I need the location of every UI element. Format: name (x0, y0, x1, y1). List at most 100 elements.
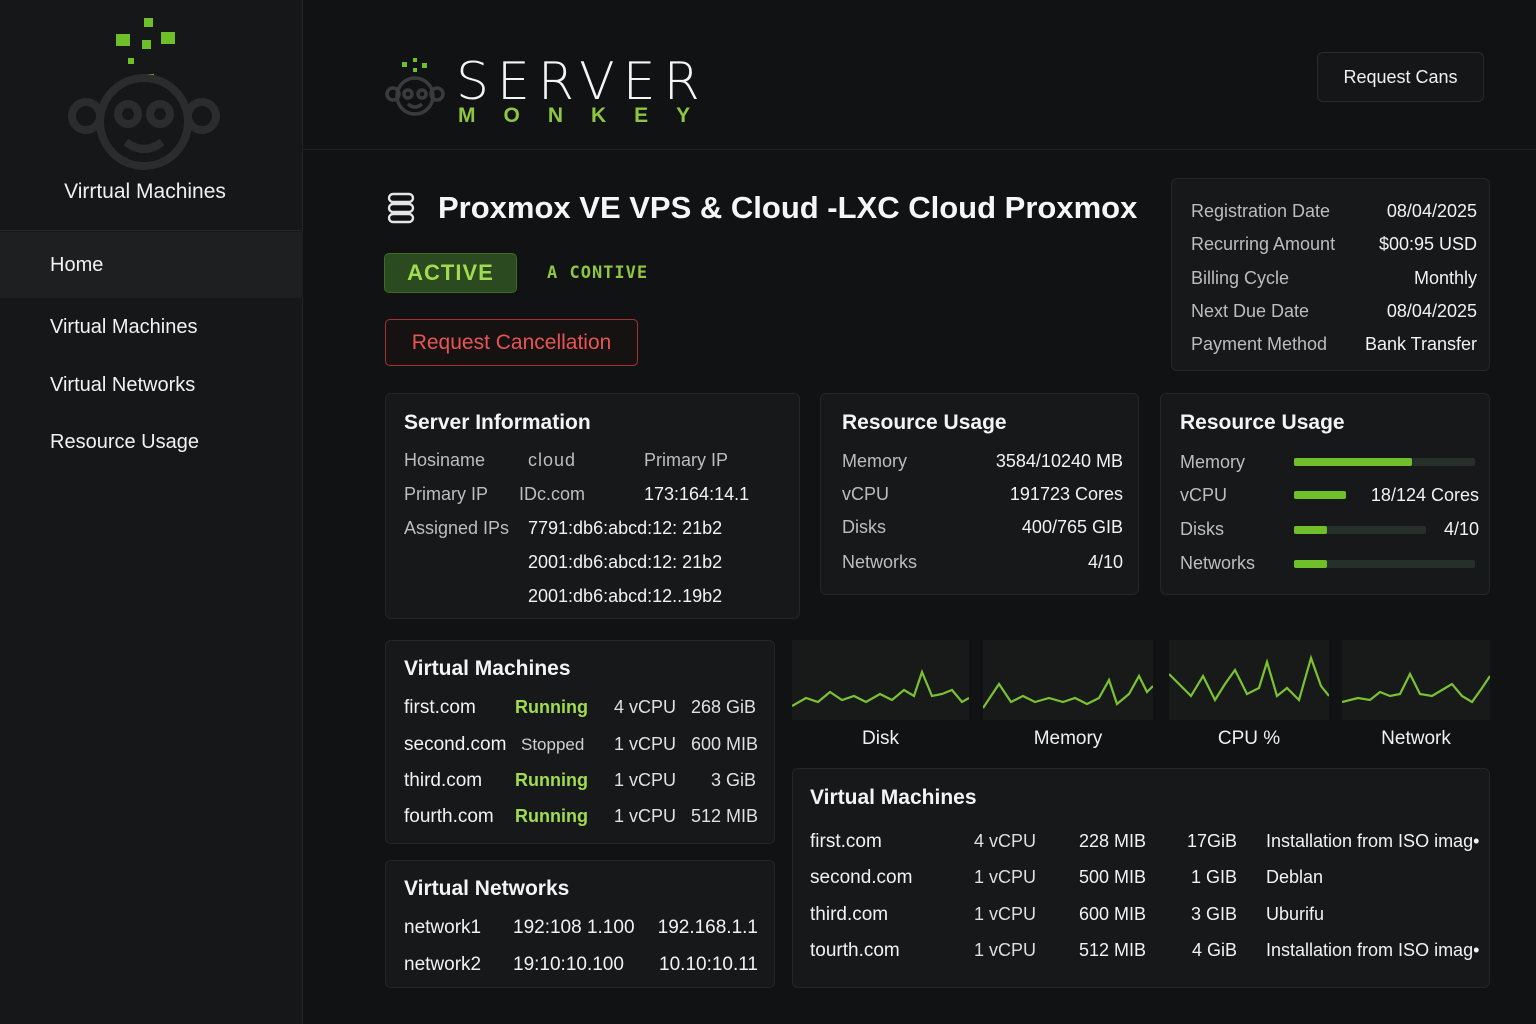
vm-name[interactable]: tourth.com (810, 940, 900, 961)
brand-name: SERVER (456, 52, 708, 112)
vm-disk: 1 GIB (1190, 867, 1237, 887)
assigned-ips-label: Assigned IPs (404, 518, 510, 538)
vm-name[interactable]: first.com (404, 697, 476, 718)
billing-value: 08/04/2025 (1386, 301, 1477, 321)
vm-memory: 600 MIB (1078, 904, 1146, 924)
resource-value: 400/765 GIB (1021, 517, 1123, 537)
resource-label: Disks (1180, 519, 1224, 539)
billing-value: 08/04/2025 (1386, 201, 1477, 221)
memory-usage-bar (1294, 458, 1475, 466)
network-chart-label: Network (1381, 728, 1451, 749)
vm-memory: 268 GiB (691, 697, 757, 717)
vm-name[interactable]: third.com (810, 904, 889, 925)
billing-value: Bank Transfer (1364, 334, 1477, 354)
server-information-card: Server Information Hosiname cloud Primar… (385, 393, 800, 619)
card-title: Server Information (404, 411, 591, 434)
disks-usage-bar (1294, 526, 1426, 534)
resource-label: Memory (1180, 452, 1246, 472)
primary-ip-header: Primary IP (644, 450, 729, 470)
request-cancellation-button[interactable]: Request Cancellation (385, 319, 638, 366)
virtual-machines-card: Virtual Machines first.com Running 4 vCP… (385, 640, 775, 844)
bar-fill (1294, 491, 1346, 499)
virtual-networks-card: Virtual Networks network1 192:108 1.100 … (385, 860, 775, 988)
vm-os: Deblan (1266, 867, 1324, 887)
sidebar-divider (0, 230, 303, 231)
database-icon (387, 192, 415, 224)
resource-value: 191723 Cores (1009, 484, 1123, 504)
network-name[interactable]: network1 (404, 917, 482, 938)
memory-chart-label: Memory (1033, 728, 1103, 749)
billing-value: Monthly (1413, 268, 1477, 288)
primary-ip-label: Primary IP (404, 484, 489, 504)
disk-sparkline (791, 640, 970, 720)
resource-usage-bars-card: Resource Usage Memory vCPU 18/124 Cores … (1160, 393, 1490, 595)
network-sparkline-chart (1341, 671, 1491, 704)
assigned-ip: 2001:db6:abcd:12: 21b2 (528, 552, 723, 572)
vm-name[interactable]: second.com (810, 867, 913, 888)
billing-label: Recurring Amount (1191, 234, 1336, 254)
resource-label: vCPU (1180, 485, 1228, 505)
vm-cpu: 1 vCPU (974, 940, 1037, 960)
sidebar-item-virtual-networks[interactable]: Virtual Networks (50, 373, 196, 396)
billing-panel: Registration Date 08/04/2025 Recurring A… (1171, 178, 1490, 371)
resource-label: Disks (842, 517, 886, 537)
resource-usage-card: Resource Usage Memory 3584/10240 MB vCPU… (820, 393, 1139, 595)
vm-memory: 500 MIB (1078, 867, 1146, 887)
card-title: Resource Usage (842, 411, 1007, 434)
resource-label: Networks (842, 552, 918, 572)
vm-disk: 3 GIB (1190, 904, 1237, 924)
sidebar: Virrtual Machines Home Virtual Machines … (0, 0, 303, 1024)
request-cancel-top-button[interactable]: Request Cans (1317, 52, 1484, 102)
billing-label: Billing Cycle (1191, 268, 1290, 288)
vm-name[interactable]: fourth.com (404, 806, 494, 827)
vm-status: Stopped (521, 735, 585, 754)
cpu-sparkline-chart (1168, 654, 1330, 703)
primary-ip-domain: IDc.com (519, 484, 586, 504)
vm-name[interactable]: second.com (404, 734, 507, 755)
monkey-logo-icon (68, 18, 220, 170)
network-ip: 19:10:10.100 (513, 954, 624, 975)
resource-value: 3584/10240 MB (995, 451, 1123, 471)
vm-cpu: 1 vCPU (614, 770, 677, 790)
vm-status: Running (515, 806, 588, 826)
hostname-label: Hosiname (404, 450, 486, 470)
card-title: Virtual Machines (810, 786, 977, 809)
billing-label: Payment Method (1191, 334, 1328, 354)
vm-os: Installation from ISO imag• (1266, 831, 1480, 851)
vm-memory: 512 MIB (691, 806, 759, 826)
brand-logo[interactable]: SERVER MONKEY (384, 52, 714, 132)
vm-disk: 4 GiB (1191, 940, 1237, 960)
card-title: Virtual Networks (404, 877, 570, 900)
page-title-row: Proxmox VE VPS & Cloud -LXC Cloud Proxmo… (386, 190, 1137, 226)
card-title: Virtual Machines (404, 657, 571, 680)
cpu-sparkline (1168, 640, 1330, 720)
primary-ip-value: 173:164:14.1 (644, 484, 750, 504)
resource-label: Networks (1180, 553, 1256, 573)
vm-name[interactable]: first.com (810, 831, 882, 852)
vm-os: Uburifu (1266, 904, 1325, 924)
bar-fill (1294, 526, 1327, 534)
vm-status: Running (515, 770, 588, 790)
vm-name[interactable]: third.com (404, 770, 483, 791)
disk-sparkline-chart (791, 668, 970, 707)
card-title: Resource Usage (1180, 411, 1345, 434)
status-subtext: A CONTIVE (547, 263, 649, 283)
vm-cpu: 1 vCPU (974, 904, 1037, 924)
hostname-value: cloud (528, 450, 577, 470)
vm-cpu: 4 vCPU (614, 697, 677, 717)
network-sparkline (1341, 640, 1491, 720)
disk-chart-label: Disk (862, 728, 899, 749)
sidebar-item-resource-usage[interactable]: Resource Usage (50, 430, 199, 453)
networks-usage-bar (1294, 560, 1475, 568)
network-name[interactable]: network2 (404, 954, 482, 975)
vm-status: Running (515, 697, 588, 717)
sidebar-item-virtual-machines[interactable]: Virtual Machines (50, 315, 198, 338)
vm-cpu: 1 vCPU (614, 806, 677, 826)
resource-value: 4/10 (1087, 552, 1123, 572)
resource-label: vCPU (842, 484, 890, 504)
sidebar-title: Virrtual Machines (64, 180, 226, 203)
resource-value: 4/10 (1443, 519, 1479, 539)
vm-disk: 17GiB (1186, 831, 1237, 851)
sidebar-item-home[interactable]: Home (0, 232, 303, 298)
status-badge: ACTIVE (384, 253, 517, 293)
